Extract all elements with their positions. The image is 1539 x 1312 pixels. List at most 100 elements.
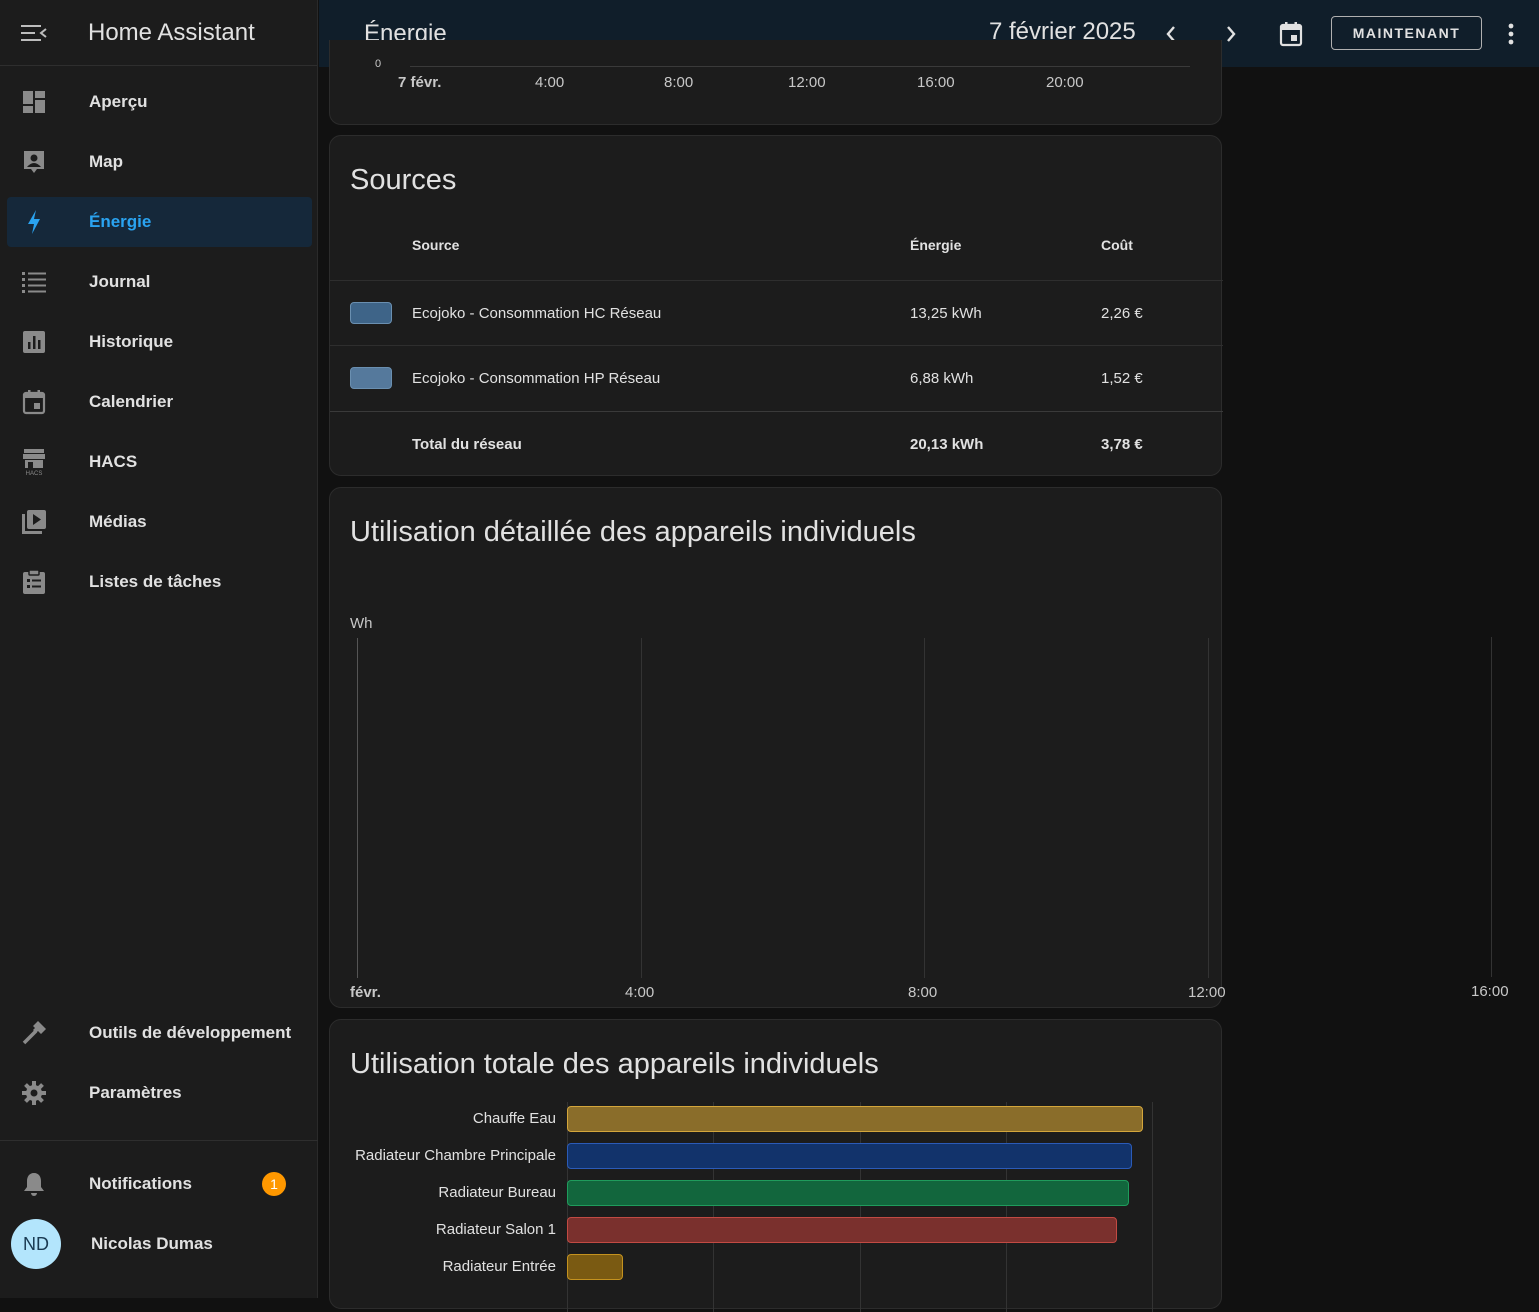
- y-tick-label: 0: [375, 58, 382, 70]
- sidebar-item-label: Journal: [89, 272, 151, 291]
- sidebar-item-label: Nicolas Dumas: [91, 1234, 213, 1253]
- sidebar-item-map[interactable]: Map: [7, 137, 312, 187]
- x-tick-label: févr.: [350, 984, 381, 1001]
- x-tick-label: 8:00: [664, 74, 694, 91]
- total-energy: 20,13 kWh: [910, 436, 984, 453]
- detailed-usage-title: Utilisation détaillée des appareils indi…: [350, 516, 916, 548]
- bar[interactable]: [567, 1180, 1129, 1206]
- x-tick-label: 4:00: [535, 74, 565, 91]
- gear-icon: [7, 1080, 61, 1106]
- dashboard-icon: [7, 90, 61, 114]
- sidebar-item-label: Map: [89, 152, 123, 171]
- sources-card: Sources Source Énergie Coût Ecojoko - Co…: [329, 135, 1223, 476]
- sidebar-item-label: Paramètres: [89, 1083, 182, 1102]
- next-button[interactable]: [1211, 14, 1251, 54]
- x-axis-gridline: [1152, 1102, 1153, 1312]
- total-usage-card: Utilisation totale des appareils individ…: [329, 1019, 1222, 1312]
- avatar-wrap: ND: [9, 1219, 63, 1269]
- list-icon: [7, 271, 61, 293]
- source-energy: 13,25 kWh: [910, 305, 982, 322]
- sidebar-item-label: Énergie: [89, 212, 152, 231]
- calendar-icon: [1279, 22, 1303, 47]
- sidebar-item-apercu[interactable]: Aperçu: [7, 77, 312, 127]
- y-axis-unit: Wh: [350, 615, 373, 632]
- x-tick-label: 16:00: [917, 74, 955, 91]
- series-color-swatch: [350, 302, 392, 324]
- chevron-left-icon: [1166, 26, 1175, 42]
- sidebar-item-notifications[interactable]: Notifications 1: [7, 1159, 312, 1209]
- chart-baseline: [410, 66, 1190, 67]
- x-tick-label: 8:00: [908, 984, 938, 1001]
- x-axis-gridline: [357, 638, 358, 978]
- svg-text:HACS: HACS: [26, 471, 43, 476]
- now-button[interactable]: MAINTENANT: [1331, 16, 1482, 50]
- sidebar-item-profile[interactable]: ND Nicolas Dumas: [7, 1219, 312, 1269]
- x-axis-gridline: [924, 638, 925, 978]
- sidebar-item-energie[interactable]: Énergie: [7, 197, 312, 247]
- app-title: Home Assistant: [88, 18, 255, 46]
- notification-badge: 1: [262, 1172, 286, 1196]
- hacs-icon: HACS: [7, 448, 61, 476]
- sidebar-item-label: Calendrier: [89, 392, 174, 411]
- sidebar-item-label: Historique: [89, 332, 174, 351]
- sidebar-item-settings[interactable]: Paramètres: [7, 1068, 312, 1118]
- clipboard-list-icon: [7, 569, 61, 595]
- detailed-usage-card: Utilisation détaillée des appareils indi…: [329, 487, 1226, 1008]
- sidebar-item-label: Aperçu: [89, 92, 148, 111]
- x-tick-label: 16:00: [1471, 983, 1509, 1000]
- x-axis-gridline: [567, 1102, 568, 1312]
- x-tick-label: 7 févr.: [398, 74, 442, 91]
- sidebar-item-listes[interactable]: Listes de tâches: [7, 557, 312, 607]
- x-axis-gridline: [713, 1102, 715, 1312]
- x-tick-label: 12:00: [788, 74, 826, 91]
- sidebar-item-label: Notifications: [89, 1174, 192, 1193]
- x-axis-gridline: [1005, 1102, 1007, 1312]
- total-usage-title: Utilisation totale des appareils individ…: [350, 1048, 879, 1080]
- source-cost: 2,26 €: [1101, 305, 1143, 322]
- total-cost: 3,78 €: [1101, 436, 1143, 453]
- bar-label: Chauffe Eau: [472, 1110, 556, 1127]
- sidebar-item-label: HACS: [89, 452, 138, 471]
- sidebar-item-hacs[interactable]: HACS HACS: [7, 437, 312, 487]
- menu-toggle-button[interactable]: [0, 0, 68, 66]
- x-axis-gridline: [859, 1102, 861, 1312]
- sidebar: Home Assistant Aperçu Map Énergie Journa…: [0, 0, 318, 1298]
- sidebar-item-label: Outils de développement: [89, 1023, 292, 1042]
- table-divider: [330, 280, 1223, 281]
- avatar: ND: [11, 1219, 61, 1269]
- energy-usage-card: 0 7 févr. 4:00 8:00 12:00 16:00 20:00: [329, 40, 1222, 125]
- menu-open-icon: [21, 24, 47, 41]
- chart-box-icon: [7, 330, 61, 354]
- calendar-icon: [7, 389, 61, 415]
- col-header-cost: Coût: [1101, 237, 1133, 253]
- sidebar-item-medias[interactable]: Médias: [7, 497, 312, 547]
- bar-label: Radiateur Entrée: [442, 1258, 556, 1275]
- previous-button[interactable]: [1151, 14, 1191, 54]
- series-color-swatch: [350, 367, 392, 389]
- x-tick-label: 4:00: [625, 984, 655, 1001]
- bar[interactable]: [567, 1106, 1144, 1132]
- chevron-right-icon: [1227, 26, 1236, 42]
- x-tick-label: 20:00: [1046, 74, 1084, 91]
- lightning-icon: [7, 209, 61, 235]
- sidebar-item-journal[interactable]: Journal: [7, 257, 312, 307]
- bar[interactable]: [567, 1254, 623, 1280]
- sidebar-item-label: Médias: [89, 512, 147, 531]
- sidebar-header: Home Assistant: [0, 0, 317, 66]
- bar[interactable]: [567, 1217, 1117, 1243]
- dots-vertical-icon: [1508, 23, 1514, 45]
- sidebar-item-calendrier[interactable]: Calendrier: [7, 377, 312, 427]
- source-name: Ecojoko - Consommation HP Réseau: [412, 370, 661, 387]
- sidebar-item-dev-tools[interactable]: Outils de développement: [7, 1008, 312, 1058]
- bar[interactable]: [567, 1143, 1132, 1169]
- source-energy: 6,88 kWh: [910, 370, 974, 387]
- table-divider: [330, 345, 1223, 346]
- sidebar-item-label: Listes de tâches: [89, 572, 222, 591]
- bar-label: Radiateur Bureau: [438, 1184, 556, 1201]
- date-picker-button[interactable]: [1271, 14, 1311, 54]
- source-cost: 1,52 €: [1101, 370, 1143, 387]
- x-tick-label: 12:00: [1188, 984, 1226, 1001]
- more-options-button[interactable]: [1491, 14, 1531, 54]
- sidebar-item-historique[interactable]: Historique: [7, 317, 312, 367]
- source-name: Ecojoko - Consommation HC Réseau: [412, 305, 662, 322]
